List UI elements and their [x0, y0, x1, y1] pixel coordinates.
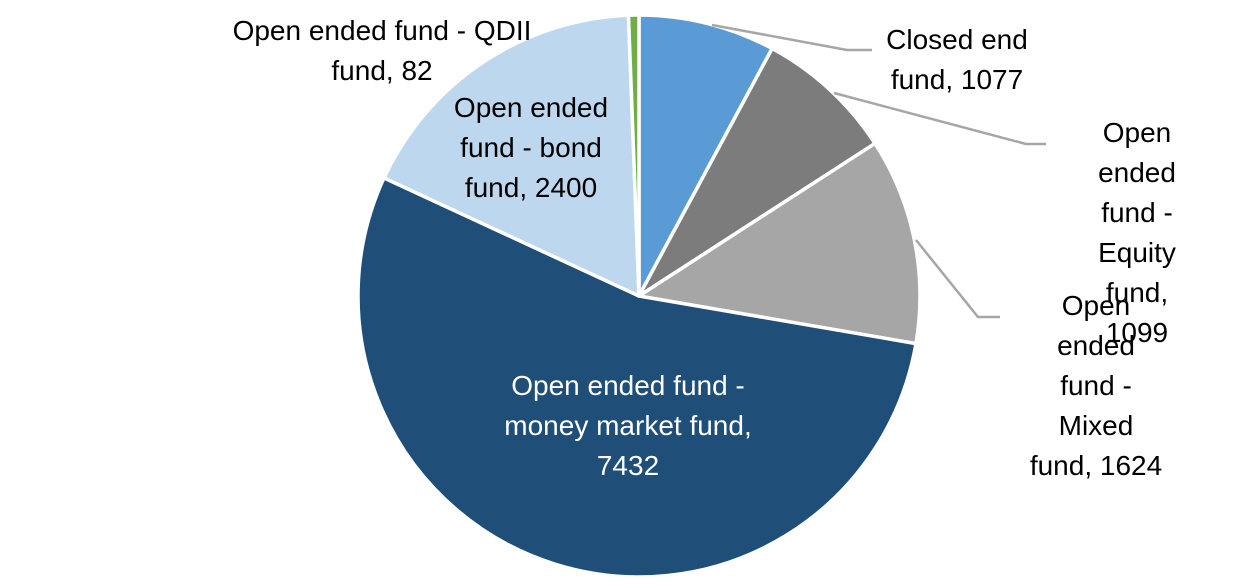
data-label-open-ended-fund-money-market: Open ended fund - money market fund, 743… — [504, 370, 752, 481]
pie-slice-open-ended-fund-money-market-fund[interactable] — [356, 176, 918, 579]
data-label-open-ended-fund-qdii: Open ended fund - QDII fund, 82 — [232, 15, 532, 86]
pie-slice-open-ended-fund-equity-fund[interactable] — [637, 46, 877, 298]
leader-line-open-ended-fund-equity — [833, 91, 1046, 146]
pie-slice-open-ended-fund-qdii-fund[interactable] — [626, 13, 641, 298]
leader-line-open-ended-fund-mixed — [915, 239, 1000, 319]
leader-line-closed-end-fund — [711, 23, 872, 52]
pie-slice-open-ended-fund-mixed-fund[interactable] — [637, 141, 922, 346]
data-label-closed-end-fund: Closed end fund, 1077 — [886, 24, 1028, 95]
pie-slice-closed-end-fund[interactable] — [637, 13, 774, 298]
data-label-open-ended-fund-bond: Open ended fund - bond fund, 2400 — [453, 92, 609, 203]
data-label-open-ended-fund-mixed: Open ended fund - Mixed fund, 1624 — [1029, 290, 1163, 481]
data-label-open-ended-fund-equity: Open ended fund - Equity fund, 1099 — [1098, 117, 1176, 348]
pie-slice-open-ended-fund-bond-fund[interactable] — [382, 13, 641, 298]
